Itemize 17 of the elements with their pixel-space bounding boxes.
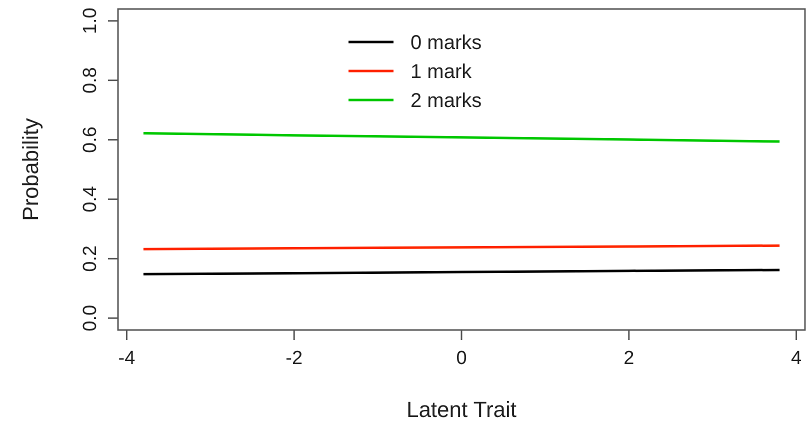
y-tick-label: 0.6: [80, 126, 101, 153]
y-tick-label: 0.2: [80, 245, 101, 272]
x-tick-label: 2: [624, 348, 634, 369]
x-tick-label: -4: [118, 348, 136, 369]
x-tick-label: 4: [791, 348, 802, 369]
line-series: [142, 132, 781, 143]
x-axis-title: Latent Trait: [406, 397, 517, 422]
y-axis-title: Probability: [18, 118, 43, 221]
x-tick-label: -2: [286, 348, 303, 369]
legend-label: 2 marks: [410, 90, 482, 112]
y-tick-label: 1.0: [80, 8, 101, 34]
y-tick-label: 0.8: [80, 67, 101, 94]
y-tick-label: 0.0: [80, 304, 101, 332]
legend-label: 1 mark: [410, 61, 473, 83]
y-tick-label: 0.4: [80, 186, 101, 212]
legend-label: 0 marks: [410, 32, 482, 54]
x-tick-label: 0: [456, 348, 467, 369]
